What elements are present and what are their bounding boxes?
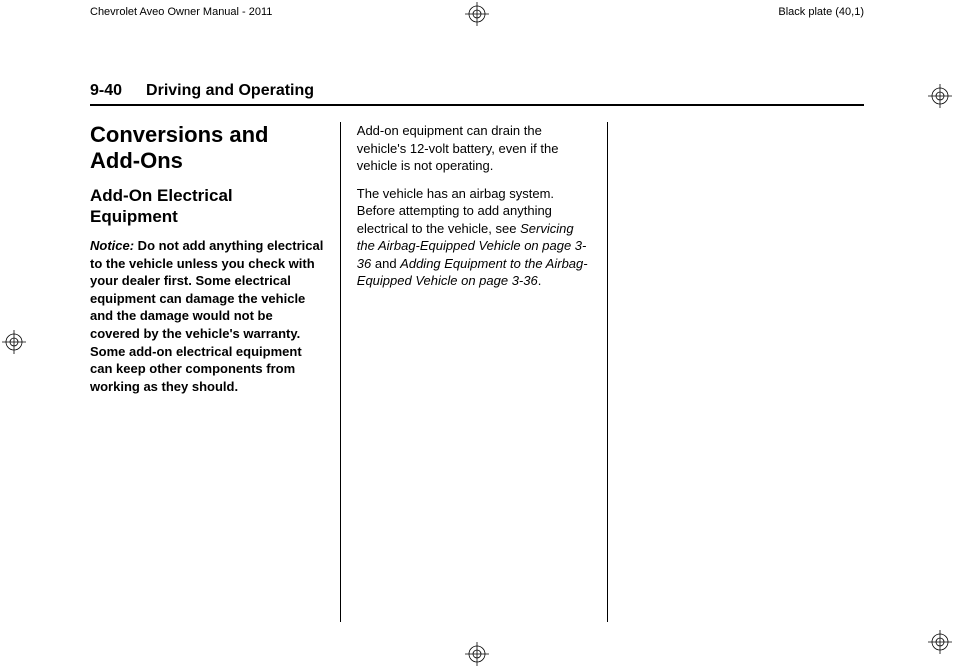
subsection-title: Add-On Electrical Equipment (90, 185, 324, 228)
column-2: Add-on equipment can drain the vehicle's… (340, 122, 607, 622)
crop-mark-icon (465, 2, 489, 26)
section-title: Conversions and Add-Ons (90, 122, 324, 175)
paragraph: Add-on equipment can drain the vehicle's… (357, 122, 591, 175)
page-number: 9-40 (90, 82, 122, 100)
plate-label: Black plate (40,1) (778, 6, 864, 18)
text-run: and (371, 256, 400, 271)
crop-mark-icon (928, 84, 952, 108)
manual-title: Chevrolet Aveo Owner Manual - 2011 (90, 6, 272, 18)
page-header: 9-40 Driving and Operating (90, 82, 864, 106)
paragraph: The vehicle has an airbag system. Before… (357, 185, 591, 290)
crop-mark-icon (465, 642, 489, 666)
crop-mark-icon (2, 330, 26, 354)
column-1: Conversions and Add-Ons Add-On Electrica… (90, 122, 340, 622)
chapter-title: Driving and Operating (146, 82, 314, 100)
column-3 (607, 122, 864, 622)
crop-mark-icon (928, 630, 952, 654)
notice-label: Notice: (90, 238, 134, 253)
notice-paragraph: Notice: Do not add anything electrical t… (90, 237, 324, 395)
notice-body: Do not add anything electrical to the ve… (90, 238, 323, 393)
text-run: . (538, 273, 542, 288)
